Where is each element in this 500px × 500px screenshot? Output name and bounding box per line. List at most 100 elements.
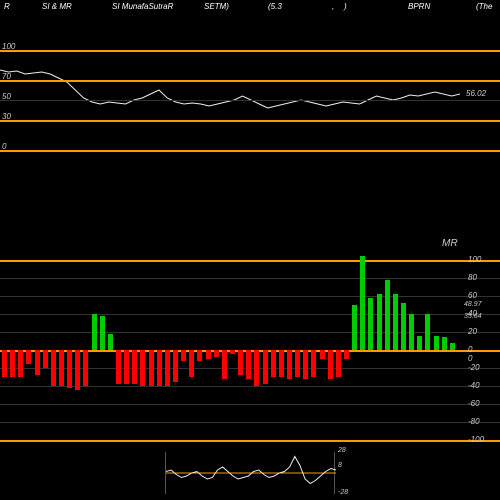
mr-bar <box>238 350 243 375</box>
axis-label: 28 <box>338 447 346 454</box>
axis-label: 0 <box>2 142 6 151</box>
axis-label: 60 <box>468 291 477 300</box>
header-label: BPRN <box>408 2 430 11</box>
gridline <box>0 404 500 405</box>
gridline <box>0 120 500 122</box>
mr-bar <box>271 350 276 377</box>
axis-label: 100 <box>2 42 15 51</box>
mr-bar <box>360 256 365 350</box>
mr-bar <box>352 305 357 350</box>
gridline <box>0 278 500 279</box>
mr-bar <box>434 336 439 350</box>
header-label: ) <box>344 2 347 11</box>
gridline <box>0 100 500 101</box>
mr-bar <box>311 350 316 377</box>
axis-label: 70 <box>2 72 11 81</box>
mr-bar <box>409 314 414 350</box>
header-label: (The <box>476 2 492 11</box>
mr-bar <box>425 314 430 350</box>
mr-bar <box>75 350 80 390</box>
header-label: , <box>332 2 334 11</box>
axis-label: -40 <box>468 381 480 390</box>
mr-bar <box>18 350 23 377</box>
axis-label: -60 <box>468 399 480 408</box>
axis-label: -100 <box>468 435 484 444</box>
mr-bar <box>320 350 325 359</box>
mr-bar-panel: 100806040200 0-20-40-60-80-100MR48.9735.… <box>0 260 460 440</box>
mr-bar <box>442 337 447 350</box>
mr-bar <box>149 350 154 386</box>
mr-bar <box>450 343 455 350</box>
header-label: (5.3 <box>268 2 282 11</box>
gridline <box>0 50 500 52</box>
mr-bar <box>92 314 97 350</box>
mr-bar <box>140 350 145 386</box>
gridline <box>0 422 500 423</box>
header-label: SI MunafaSutraR <box>112 2 173 11</box>
mr-bar <box>124 350 129 384</box>
header-label: R <box>4 2 10 11</box>
gridline <box>0 80 500 82</box>
mr-bar <box>279 350 284 377</box>
chart-header: R SI & MR SI MunafaSutraR SETM) (5.3,) BPRN (T… <box>0 2 500 16</box>
mr-bar <box>295 350 300 377</box>
mr-bar <box>303 350 308 379</box>
si-oscillator-panel: 100705030056.02 <box>0 50 460 150</box>
mr-bar <box>132 350 137 384</box>
mr-bar <box>51 350 56 386</box>
mr-bar <box>344 350 349 359</box>
mr-bar <box>197 350 202 361</box>
axis-label: 50 <box>2 92 11 101</box>
mr-bar <box>165 350 170 386</box>
mr-bar <box>2 350 7 377</box>
mr-bar <box>35 350 40 375</box>
panel-title: MR <box>442 238 458 249</box>
gridline <box>0 440 500 442</box>
mini-panel: 288-28 <box>165 452 335 494</box>
axis-label: 30 <box>2 112 11 121</box>
mr-bar <box>385 280 390 350</box>
mr-bar <box>189 350 194 377</box>
mr-bar <box>173 350 178 382</box>
mr-bar <box>43 350 48 368</box>
mr-bar <box>67 350 72 388</box>
mr-bar <box>328 350 333 379</box>
mr-bar <box>214 350 219 357</box>
gridline <box>0 260 500 262</box>
header-label: SI & MR <box>42 2 72 11</box>
mr-bar <box>206 350 211 359</box>
mr-bar <box>287 350 292 379</box>
axis-label: 100 <box>468 255 481 264</box>
axis-label: 20 <box>468 327 477 336</box>
axis-label: 0 0 <box>468 345 472 363</box>
axis-label: 80 <box>468 273 477 282</box>
mr-bar <box>116 350 121 384</box>
mr-bar <box>377 294 382 350</box>
mini-line-chart <box>166 452 336 494</box>
mr-bar <box>59 350 64 386</box>
mr-bar <box>254 350 259 386</box>
mr-bar <box>108 334 113 350</box>
mr-bar <box>181 350 186 361</box>
value-label: 48.97 <box>464 301 482 308</box>
header-label: SETM) <box>204 2 229 11</box>
mr-bar <box>246 350 251 379</box>
mr-bar <box>222 350 227 379</box>
axis-label: 8 <box>338 462 342 469</box>
mr-bar <box>401 303 406 350</box>
mr-bar <box>26 350 31 364</box>
mr-bar <box>393 294 398 350</box>
mr-bar <box>83 350 88 386</box>
mr-bar <box>157 350 162 386</box>
axis-label: -28 <box>338 489 348 496</box>
axis-label: -20 <box>468 363 480 372</box>
value-label: 56.02 <box>466 89 486 98</box>
mr-bar <box>417 336 422 350</box>
mr-bar <box>368 298 373 350</box>
axis-label: -80 <box>468 417 480 426</box>
mr-bar <box>100 316 105 350</box>
mr-bar <box>10 350 15 377</box>
gridline <box>0 296 500 297</box>
value-label: 35.64 <box>464 313 482 320</box>
mr-bar <box>263 350 268 384</box>
